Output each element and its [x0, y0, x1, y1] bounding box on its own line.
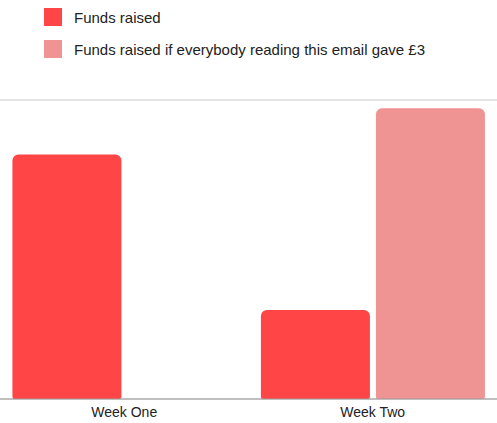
html-text:Funds raised: Funds raised	[74, 8, 161, 26]
svg-text:Week One: Week One	[91, 404, 157, 420]
html-text:Funds raised if everybody read: Funds raised if everybody reading this e…	[74, 40, 425, 58]
svg-text:Week Two: Week Two	[340, 404, 405, 420]
